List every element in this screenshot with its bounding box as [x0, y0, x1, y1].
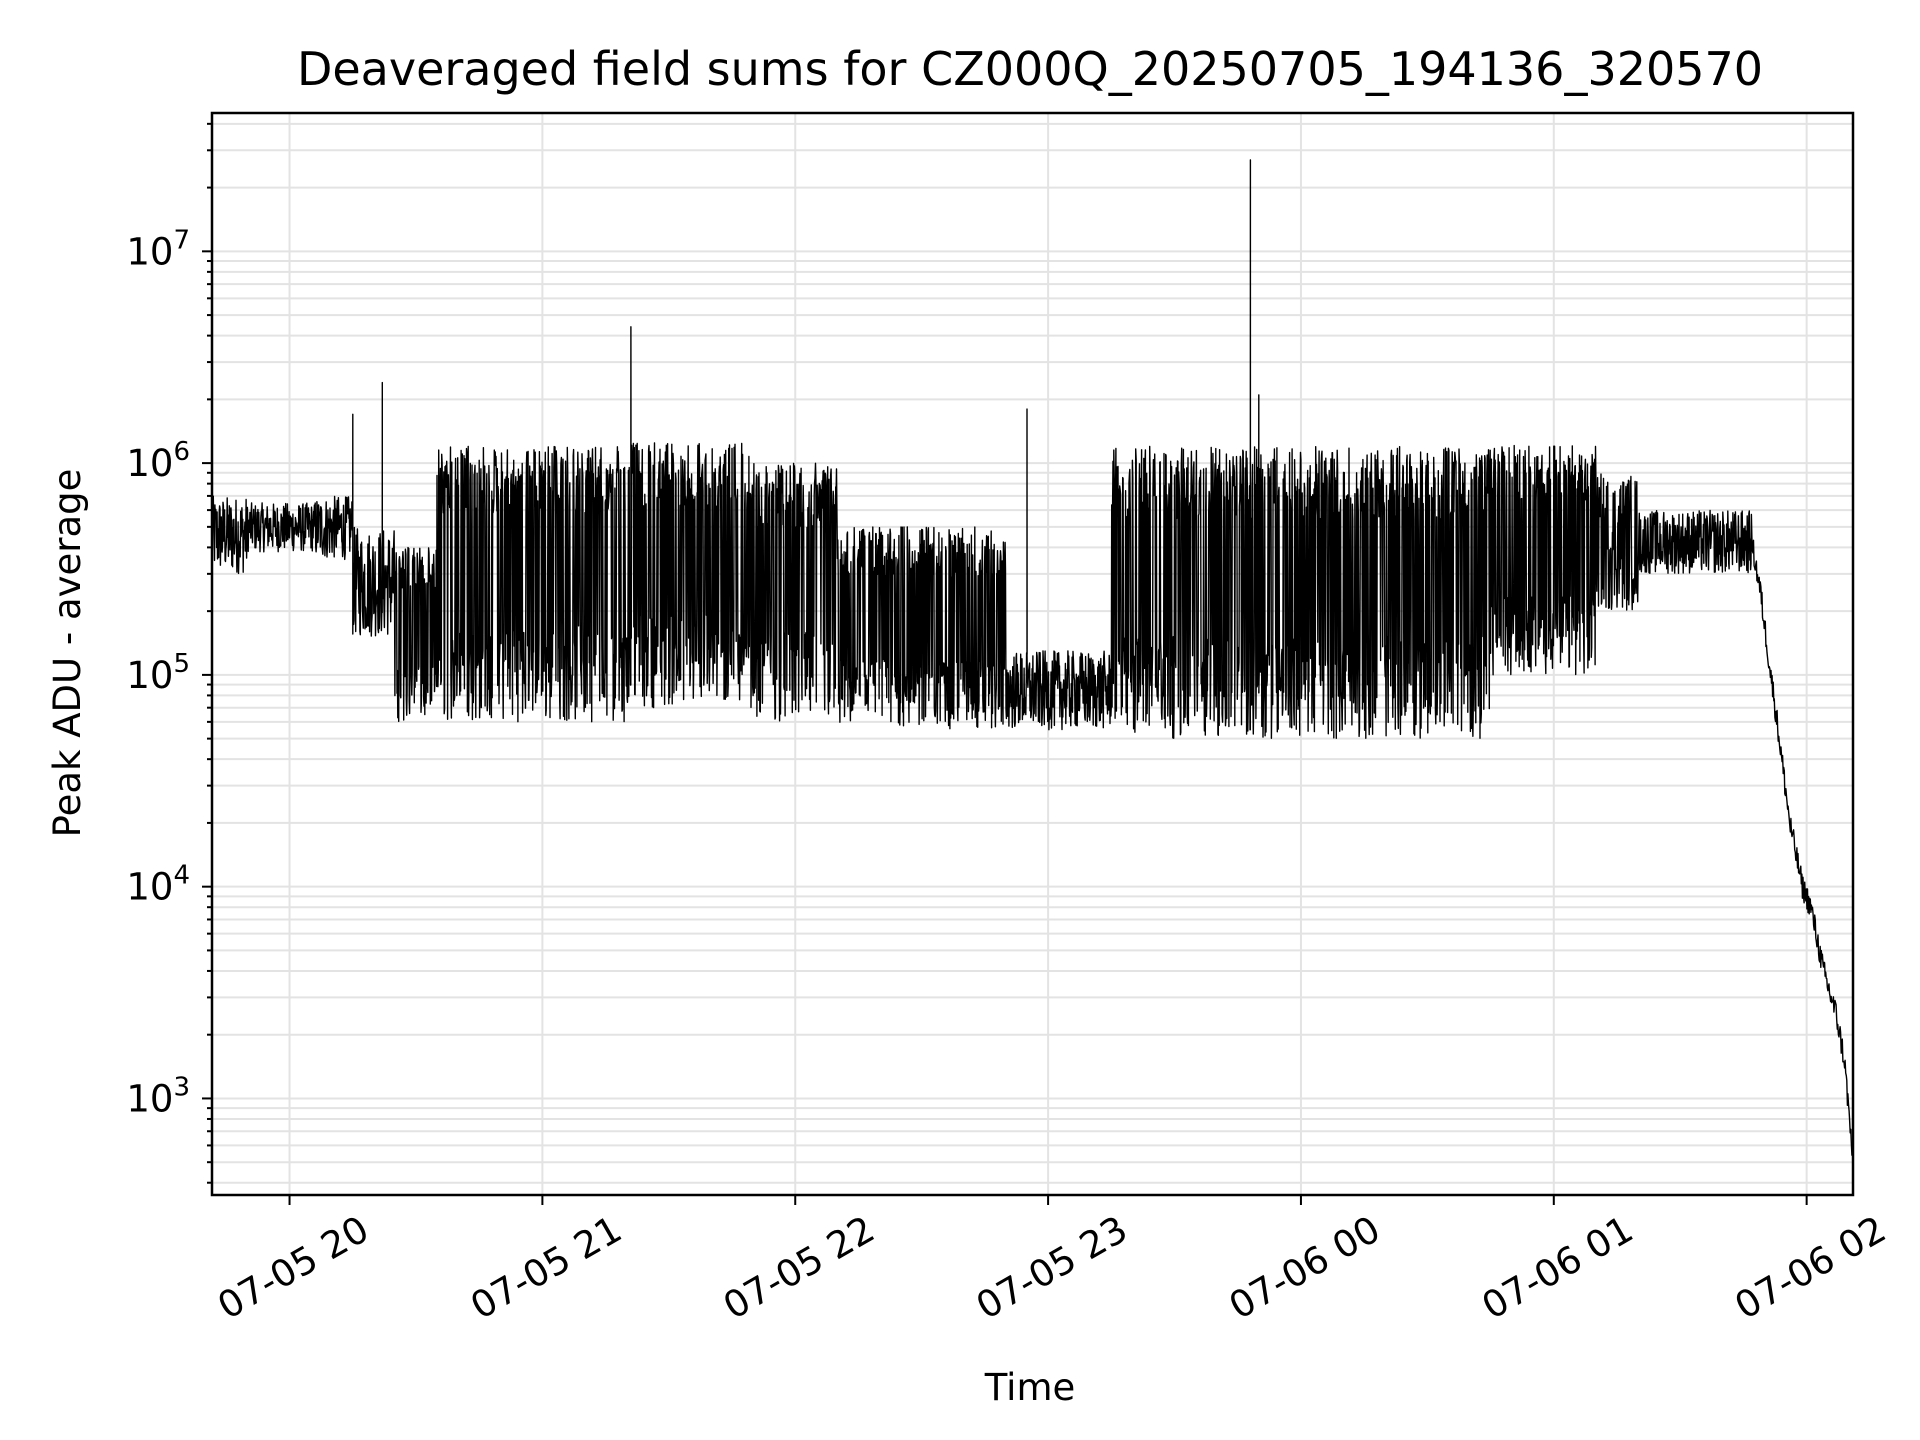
- axis-ticks: 103 104 105 106 107 07-05 20 07-05 21 07-05 22 0…: [126, 122, 1894, 1328]
- plot-frame: [210, 111, 1855, 1197]
- y-tick-label: 106: [126, 437, 190, 485]
- x-tick-label: 07-05 20: [210, 1208, 376, 1328]
- x-tick-label: 07-06 01: [1475, 1208, 1641, 1328]
- y-tick-label: 107: [126, 225, 190, 273]
- x-tick-label: 07-06 02: [1728, 1208, 1894, 1328]
- y-tick-label: 105: [126, 649, 190, 697]
- x-tick-label: 07-05 21: [463, 1208, 629, 1328]
- x-axis-label: Time: [984, 1366, 1076, 1409]
- series-layer: [211, 159, 1854, 1163]
- chart-title: Deaveraged field sums for CZ000Q_2025070…: [297, 42, 1763, 96]
- x-tick-label: 07-05 22: [716, 1208, 882, 1328]
- y-axis-label: Peak ADU - average: [46, 469, 89, 838]
- y-tick-label: 104: [126, 861, 190, 909]
- y-tick-label: 103: [126, 1072, 190, 1120]
- grid: [212, 113, 1853, 1195]
- x-tick-label: 07-06 00: [1222, 1208, 1388, 1328]
- x-tick-label: 07-05 23: [969, 1208, 1135, 1328]
- series-line: [211, 159, 1854, 1163]
